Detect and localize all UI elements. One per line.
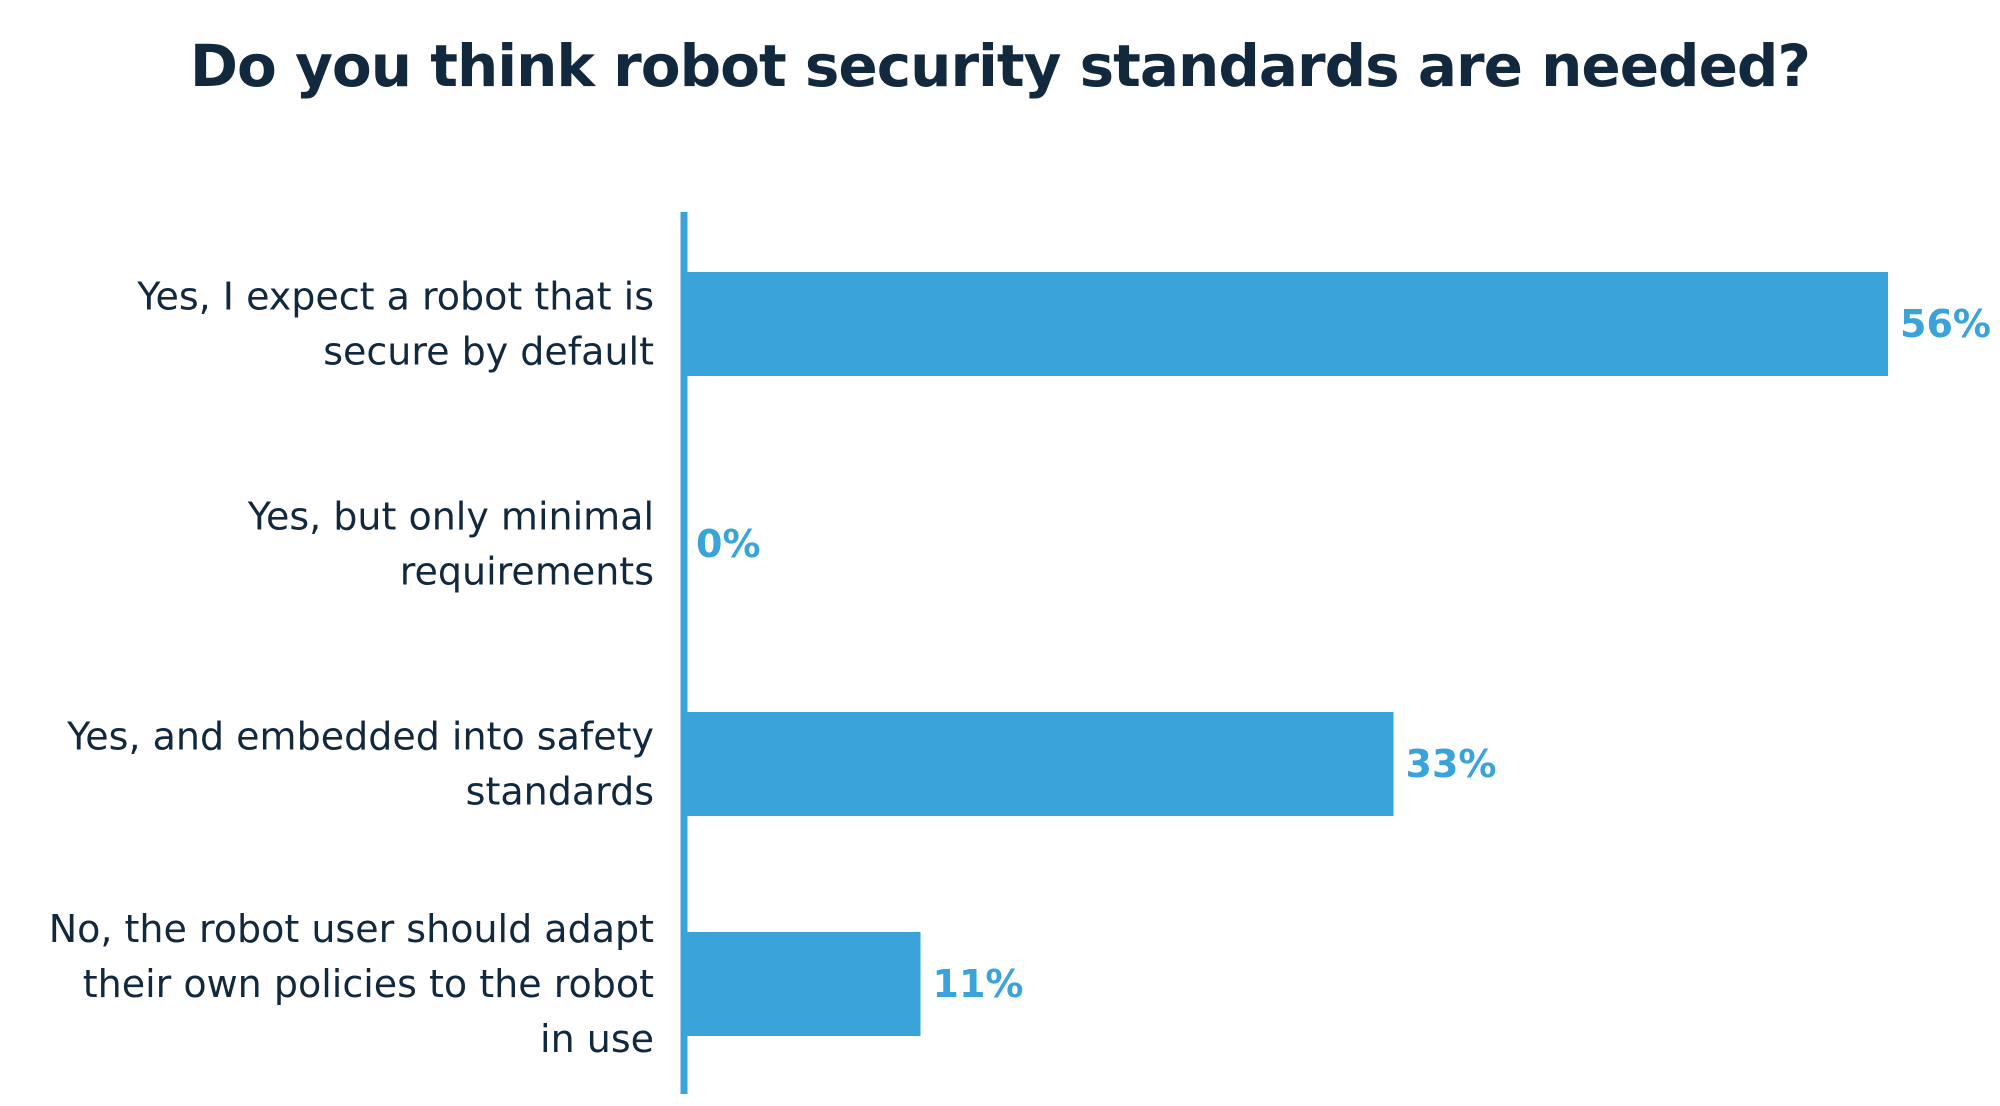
category-label-3-line-0: No, the robot user should adapt <box>49 907 654 951</box>
value-label-1: 0% <box>696 522 761 566</box>
category-labels-group: Yes, I expect a robot that is secure by d… <box>49 275 654 1062</box>
bar-3 <box>684 932 921 1036</box>
category-label-2: Yes, and embedded into safety standards <box>66 715 654 814</box>
category-label-1-line-0: Yes, but only minimal <box>247 495 654 539</box>
category-label-0-line-0: Yes, I expect a robot that is <box>136 275 654 319</box>
category-label-3: No, the robot user should adapt their own… <box>49 907 654 1061</box>
category-label-3-line-2: in use <box>540 1017 654 1061</box>
bar-0 <box>684 272 1888 376</box>
category-label-0-line-1: secure by default <box>323 330 654 374</box>
category-label-3-line-1: their own policies to the robot <box>83 962 654 1006</box>
bar-2 <box>684 712 1394 816</box>
value-label-0: 56% <box>1900 302 1991 346</box>
bars-group <box>684 272 1888 1036</box>
category-label-1-line-1: requirements <box>400 550 654 594</box>
value-labels-group: 56% 0% 33% 11% <box>696 302 1991 1006</box>
value-label-2: 33% <box>1406 742 1497 786</box>
chart-title: Do you think robot security standards ar… <box>189 32 1811 100</box>
category-label-1: Yes, but only minimal requirements <box>247 495 654 594</box>
category-label-2-line-1: standards <box>466 770 654 814</box>
value-label-3: 11% <box>933 962 1024 1006</box>
category-label-2-line-0: Yes, and embedded into safety <box>66 715 654 759</box>
category-label-0: Yes, I expect a robot that is secure by d… <box>136 275 654 374</box>
